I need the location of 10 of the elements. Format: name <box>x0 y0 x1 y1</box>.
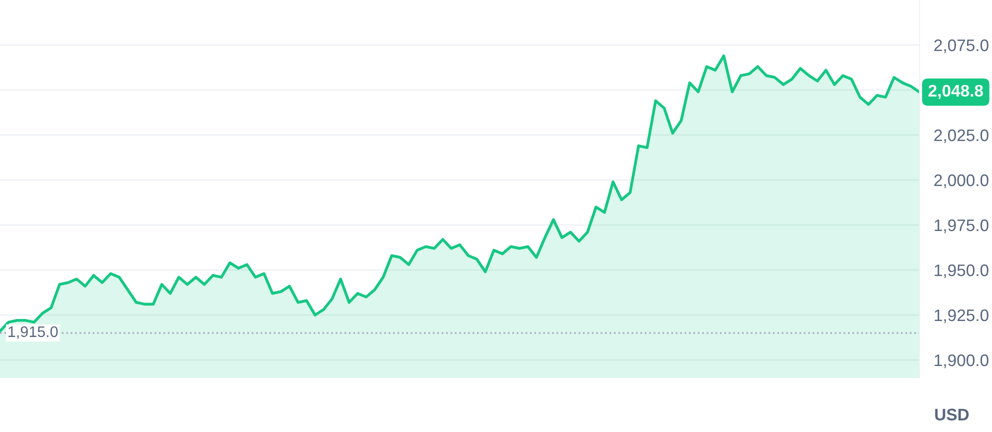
y-tick-label: 2,025.0 <box>934 129 988 144</box>
ref-line-label: 1,915.0 <box>8 326 58 339</box>
y-tick-label: 2,000.0 <box>934 174 988 188</box>
y-tick-label: 2,075.0 <box>934 39 988 54</box>
y-tick-label: 1,975.0 <box>934 219 988 234</box>
y-tick-label: 1,925.0 <box>934 309 988 324</box>
text: 2,048.8 <box>928 84 984 100</box>
y-tick-label: 1,950.0 <box>934 264 988 278</box>
y-tick-label: 1,900.0 <box>934 354 988 368</box>
y-axis-title: USD <box>935 408 969 420</box>
